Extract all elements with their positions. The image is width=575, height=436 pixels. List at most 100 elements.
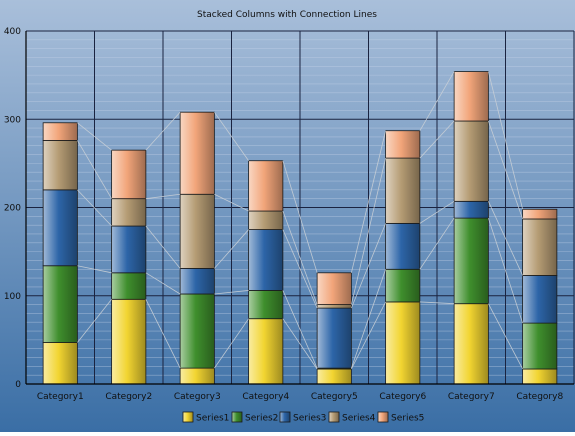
connection-line — [488, 201, 523, 276]
bar-segment-series4-category3 — [179, 193, 215, 269]
bar-segment-series1-category6 — [385, 301, 421, 385]
bar-segment-series3-category2 — [111, 225, 147, 274]
legend: Series1 Series2 Series3 Series4 Series5 — [182, 411, 424, 424]
x-tick-label: Category5 — [311, 392, 358, 402]
connection-line — [282, 210, 318, 305]
connection-line — [214, 318, 249, 369]
bar-segment-series1-category2 — [111, 298, 147, 385]
bar-segment-series5-category4 — [248, 160, 284, 212]
y-tick-label: 0 — [15, 380, 21, 390]
bar-segment-series3-category5 — [316, 307, 352, 369]
bar-segment-series1-category7 — [453, 303, 489, 385]
connection-line — [77, 189, 112, 227]
connection-line — [350, 157, 387, 305]
x-tick-label: Category3 — [174, 392, 221, 402]
legend-swatch-series3 — [279, 411, 291, 423]
bar-segment-series2-category1 — [42, 265, 78, 343]
bar-segment-series2-category7 — [453, 217, 489, 305]
connection-line — [350, 269, 387, 369]
bar-segment-series5-category3 — [179, 111, 215, 195]
bar-segment-series4-category4 — [248, 210, 284, 230]
y-tick-label: 100 — [4, 292, 21, 302]
connection-line — [282, 229, 318, 309]
bar-segment-series1-category8 — [522, 368, 558, 385]
bar-segment-series2-category2 — [111, 272, 147, 300]
connection-line — [145, 193, 181, 200]
bar-segment-series5-category7 — [453, 71, 489, 122]
bar-segment-series1-category3 — [179, 367, 215, 385]
legend-swatch-series2 — [231, 411, 243, 423]
connection-line — [77, 122, 112, 151]
connection-line — [487, 217, 524, 324]
bar-segment-series5-category5 — [316, 272, 352, 305]
connection-line — [487, 71, 524, 210]
legend-label-series5: Series5 — [391, 414, 424, 424]
bar-segment-series4-category5 — [316, 304, 352, 309]
legend-label-series3: Series3 — [293, 414, 326, 424]
connection-line — [419, 120, 455, 159]
bar-segment-series2-category3 — [179, 293, 215, 369]
bar-segment-series5-category2 — [111, 149, 147, 200]
connection-line — [145, 225, 181, 269]
bar-segment-series3-category6 — [385, 222, 421, 270]
y-tick-label: 200 — [4, 204, 21, 214]
connection-line — [214, 290, 249, 295]
connection-line — [351, 301, 386, 370]
bar-segment-series3-category1 — [42, 189, 78, 267]
connection-line — [282, 160, 318, 273]
connection-line — [487, 120, 524, 220]
x-tick-label: Category8 — [516, 392, 563, 402]
x-tick-label: Category2 — [105, 392, 152, 402]
connection-line — [145, 272, 181, 295]
connection-line — [214, 111, 249, 161]
connection-line — [145, 299, 181, 369]
plot-area: 0 100 200 300 400 Category1 Category2 Category3… — [4, 27, 575, 402]
connection-line — [350, 130, 387, 273]
bar-segment-series3-category8 — [522, 275, 558, 324]
bar-segment-series5-category6 — [385, 130, 421, 159]
legend-label-series2: Series2 — [245, 414, 278, 424]
bar-segment-series1-category5 — [316, 368, 352, 385]
connection-line — [282, 290, 318, 369]
y-tick-label: 300 — [4, 115, 21, 125]
chart-title: Stacked Columns with Connection Lines — [197, 10, 377, 20]
bar-segment-series5-category8 — [522, 208, 558, 220]
bar-segment-series2-category6 — [385, 268, 421, 303]
bar-segment-series3-category3 — [179, 267, 215, 295]
connection-line — [214, 229, 249, 269]
legend-label-series4: Series4 — [342, 414, 376, 424]
connection-line — [282, 318, 318, 370]
connection-line — [419, 217, 455, 270]
bar-segment-series1-category1 — [42, 342, 78, 385]
connection-line — [77, 140, 112, 199]
y-tick-label: 400 — [4, 27, 21, 37]
bar-segment-series4-category7 — [453, 120, 489, 202]
legend-swatch-series1 — [182, 411, 194, 423]
legend-swatch-series4 — [328, 411, 340, 423]
connection-line — [214, 193, 249, 212]
bar-segment-series2-category4 — [248, 290, 284, 320]
connection-line — [419, 301, 455, 305]
bar-segment-series4-category8 — [522, 218, 558, 276]
bar-segment-series1-category4 — [248, 318, 284, 385]
connection-line — [419, 71, 455, 131]
x-tick-label: Category7 — [448, 392, 495, 402]
connection-line — [419, 200, 455, 224]
bar-segment-series3-category4 — [248, 229, 284, 291]
connection-line — [488, 303, 523, 370]
bar-segment-series5-category1 — [42, 122, 78, 141]
legend-swatch-series5 — [377, 411, 389, 423]
connection-line — [145, 111, 181, 151]
x-tick-label: Category4 — [242, 392, 289, 402]
connection-line — [351, 223, 386, 309]
bar-segment-series4-category6 — [385, 157, 421, 224]
connection-line — [77, 299, 112, 343]
connection-line — [77, 265, 112, 274]
bar-segment-series3-category7 — [453, 200, 489, 219]
bar-segment-series2-category8 — [522, 322, 558, 370]
x-tick-label: Category6 — [379, 392, 426, 402]
legend-label-series1: Series1 — [196, 414, 229, 424]
x-tick-label: Category1 — [37, 392, 84, 402]
